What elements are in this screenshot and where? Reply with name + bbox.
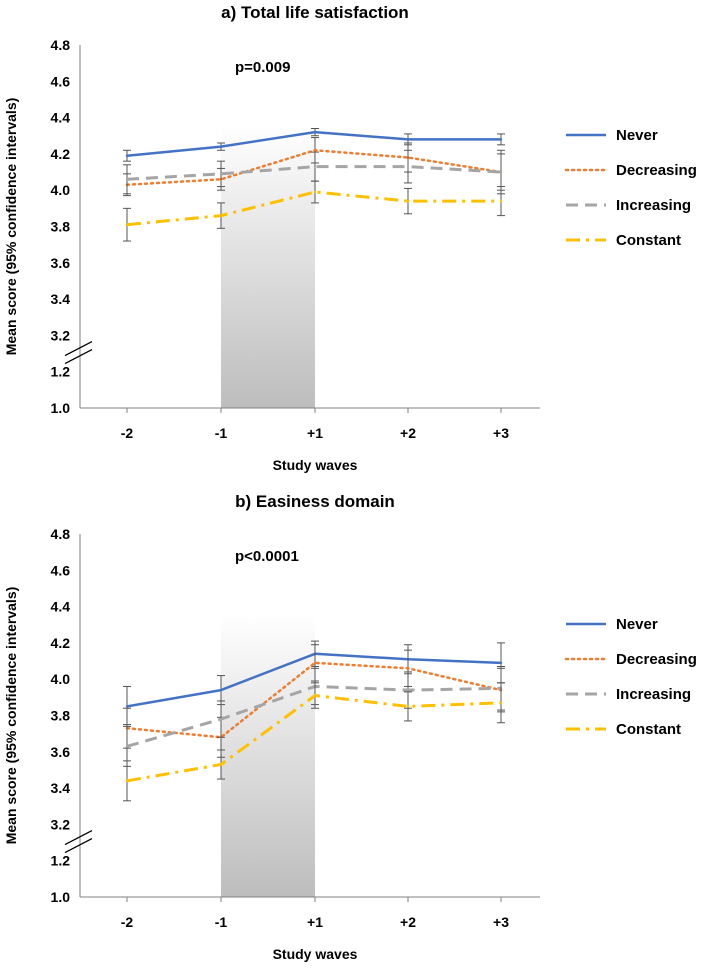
chart-b-point-increasing <box>125 745 129 748</box>
chart-a-y-tick-label: 3.6 <box>51 255 71 271</box>
chart-a-y-axis-label: Mean score (95% confidence intervals) <box>3 98 19 356</box>
chart-a-y-tick-label: 3.2 <box>51 327 71 343</box>
chart-b-x-tick-label: +3 <box>493 914 509 930</box>
chart-panel-a: a) Total life satisfaction p=0.009 1.0 1.2 3… <box>3 3 697 473</box>
chart-a-axis-break-mark <box>64 348 93 365</box>
chart-b-axis-break-mark <box>64 829 93 846</box>
chart-b-point-constant <box>406 705 410 708</box>
chart-b-y-tick-label: 3.4 <box>51 780 71 796</box>
chart-a-svg: a) Total life satisfaction p=0.009 1.0 1.2 3… <box>3 3 697 473</box>
chart-b-legend-label-never: Never <box>616 616 658 633</box>
chart-b-title: b) Easiness domain <box>235 492 395 511</box>
chart-a-x-tick-label: +2 <box>400 425 416 441</box>
chart-b-legend-label-decreasing: Decreasing <box>616 651 697 668</box>
chart-a-point-increasing <box>219 172 223 176</box>
chart-b-y-tick-label: 4.0 <box>51 671 71 687</box>
chart-a-point-never <box>499 138 503 141</box>
chart-b-point-never <box>499 661 503 665</box>
chart-a-axis-break-mark <box>64 340 93 357</box>
chart-a-y-tick-label: 4.2 <box>51 146 71 162</box>
chart-b-y-tick-label: 4.6 <box>51 562 71 578</box>
chart-a-point-increasing <box>313 165 317 168</box>
chart-a-y-tick-label: 1.2 <box>51 364 71 380</box>
chart-b-point-never <box>219 688 223 692</box>
chart-a-x-axis-label: Study waves <box>273 457 358 473</box>
chart-a-point-increasing <box>406 165 410 168</box>
chart-b-line-decreasing <box>125 661 503 739</box>
chart-b-x-tick-label: -1 <box>215 914 228 930</box>
chart-b-y-axis-label: Mean score (95% confidence intervals) <box>3 587 19 845</box>
chart-b-y-tick-label: 1.0 <box>51 889 71 905</box>
chart-a-y-tick-label: 4.8 <box>51 37 71 53</box>
chart-a-y-tick-label: 4.6 <box>51 73 71 89</box>
chart-a-y-tick-label: 4.4 <box>51 110 71 126</box>
chart-a-point-never <box>125 154 129 157</box>
chart-a-title: a) Total life satisfaction <box>221 3 409 22</box>
chart-a-x-tick-label: +3 <box>493 425 509 441</box>
chart-b-point-constant <box>219 763 223 766</box>
chart-a-y-tick-label: 3.4 <box>51 291 71 307</box>
chart-a-point-constant <box>125 223 129 226</box>
chart-b-legend-label-constant: Constant <box>616 721 681 738</box>
chart-b-point-decreasing <box>406 667 410 670</box>
chart-b-y-tick-label: 4.2 <box>51 635 71 651</box>
chart-b-point-decreasing <box>313 661 317 665</box>
chart-a-point-never <box>313 130 317 134</box>
chart-a-y-tick-label: 3.8 <box>51 219 71 235</box>
chart-a-legend-label-increasing: Increasing <box>616 197 691 214</box>
chart-b-y-tick-label: 4.4 <box>51 599 71 615</box>
chart-a-line-constant <box>126 190 501 227</box>
chart-b-x-axis-label: Study waves <box>273 946 358 962</box>
chart-b-point-never <box>125 705 129 708</box>
chart-a-shaded-interval <box>221 124 315 409</box>
chart-b-shaded-interval <box>221 613 315 897</box>
chart-a-line-increasing <box>126 165 502 181</box>
chart-a-point-decreasing <box>313 149 317 152</box>
chart-a-legend-label-decreasing: Decreasing <box>616 162 697 179</box>
chart-b-y-tick-label: 3.6 <box>51 744 71 760</box>
chart-b-y-tick-label: 3.2 <box>51 816 71 832</box>
chart-a-point-constant <box>313 190 317 194</box>
chart-a-point-constant <box>219 214 223 217</box>
chart-a-x-tick-label: +1 <box>307 425 323 441</box>
chart-a-y-tick-label: 1.0 <box>51 400 71 416</box>
chart-a-point-constant <box>499 199 503 203</box>
chart-b-point-constant <box>125 779 129 783</box>
chart-a-point-constant <box>406 199 410 203</box>
chart-b-axis-break-mark <box>64 837 93 854</box>
chart-a-legend-label-constant: Constant <box>616 232 681 249</box>
chart-panel-b: b) Easiness domain p<0.0001 1.0 1.2 3.2 3.4 3.… <box>0 489 708 978</box>
chart-b-p-value: p<0.0001 <box>235 548 299 565</box>
chart-b-legend-label-increasing: Increasing <box>616 686 691 703</box>
chart-b-point-increasing <box>406 688 410 692</box>
chart-a-point-increasing <box>499 170 503 174</box>
chart-a-legend-label-never: Never <box>616 127 658 144</box>
chart-b-svg: b) Easiness domain p<0.0001 1.0 1.2 3.2 3.4 3.… <box>3 492 697 962</box>
chart-b-point-constant <box>313 694 317 697</box>
chart-b-y-tick-label: 1.2 <box>51 853 71 869</box>
chart-b-x-tick-label: -2 <box>121 914 134 930</box>
chart-a-point-never <box>406 138 410 141</box>
chart-b-x-tick-label: +2 <box>400 914 416 930</box>
chart-b-point-constant <box>499 701 503 704</box>
chart-a-x-tick-label: -2 <box>121 425 134 441</box>
chart-a-y-tick-label: 4.0 <box>51 182 71 198</box>
chart-a-point-increasing <box>125 178 129 181</box>
chart-a-x-tick-label: -1 <box>215 425 228 441</box>
chart-b-y-tick-label: 4.8 <box>51 526 71 542</box>
chart-a-p-value: p=0.009 <box>235 59 290 76</box>
chart-a-point-never <box>219 145 223 148</box>
chart-b-x-tick-label: +1 <box>307 914 323 930</box>
chart-b-y-tick-label: 3.8 <box>51 708 71 724</box>
chart-b-point-increasing <box>219 717 223 721</box>
